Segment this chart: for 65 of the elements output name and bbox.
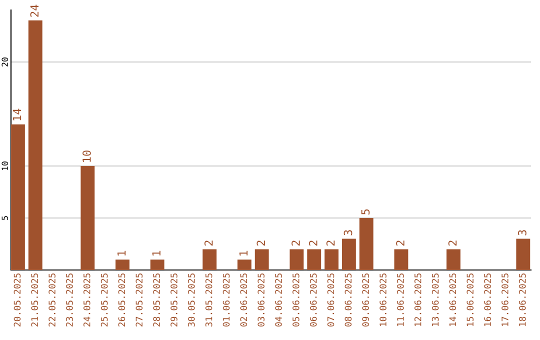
x-tick-label: 31.05.2025 — [205, 274, 212, 327]
x-tick-label: 26.05.2025 — [118, 274, 126, 326]
x-tick-label: 22.05.2025 — [48, 274, 56, 326]
x-tick-label: 27.05.2025 — [136, 274, 143, 326]
x-tick-label: 09.06.2025 — [362, 274, 370, 327]
x-tick-label: 16.06.2025 — [484, 274, 491, 326]
x-tick-label: 07.06.2025 — [327, 274, 334, 327]
x-tick-label: 28.05.2025 — [153, 274, 160, 326]
data-label: 14 — [12, 108, 22, 120]
bar — [150, 260, 164, 270]
x-tick-label: 01.06.2025 — [222, 274, 230, 327]
x-tick-label: 15.06.2025 — [466, 274, 474, 326]
bar — [342, 238, 356, 270]
x-tick-label: 11.06.2025 — [397, 274, 404, 326]
bar — [307, 249, 322, 270]
data-label: 5 — [361, 209, 370, 214]
x-tick-label: 18.06.2025 — [518, 274, 526, 326]
data-label: 2 — [256, 240, 265, 246]
x-tick-label: 24.05.2025 — [83, 274, 90, 326]
data-label: 24 — [30, 4, 38, 17]
bar — [28, 20, 42, 270]
x-tick-label: 08.06.2025 — [344, 274, 352, 327]
data-label: 3 — [518, 230, 526, 236]
x-tick-label: 30.05.2025 — [188, 274, 195, 327]
data-label: 2 — [292, 240, 300, 246]
data-label: 2 — [326, 240, 335, 246]
bar — [202, 249, 217, 270]
bar — [11, 124, 25, 270]
data-label: 2 — [308, 240, 318, 246]
data-label: 2 — [204, 240, 213, 246]
bar — [324, 249, 339, 270]
y-tick-label: 10 — [2, 162, 8, 170]
data-label: 1 — [117, 250, 126, 256]
x-tick-label: 23.05.2025 — [66, 274, 73, 326]
bar — [290, 249, 304, 270]
x-tick-label: 06.06.2025 — [310, 274, 317, 327]
data-label: 2 — [396, 240, 404, 246]
data-label: 2 — [448, 240, 457, 246]
x-tick-label: 03.06.2025 — [258, 274, 264, 327]
x-tick-label: 20.05.2025 — [14, 274, 21, 326]
x-tick-label: 13.06.2025 — [432, 274, 439, 326]
bar — [446, 249, 460, 270]
x-tick-label: 04.06.2025 — [275, 274, 282, 327]
data-label: 3 — [344, 230, 352, 236]
y-tick-label: 5 — [2, 216, 8, 220]
bar — [516, 238, 530, 270]
x-tick-label: 25.05.2025 — [100, 274, 108, 326]
x-tick-label: 17.06.2025 — [502, 274, 508, 326]
bar — [254, 249, 269, 270]
bar — [80, 166, 95, 270]
x-tick-label: 05.06.2025 — [292, 274, 300, 327]
x-tick-label: 10.06.2025 — [380, 274, 386, 326]
data-label: 10 — [82, 150, 91, 162]
bar — [394, 249, 408, 270]
y-tick-label: 20 — [2, 58, 8, 66]
data-label: 1 — [239, 250, 248, 256]
x-tick-label: 21.05.2025 — [31, 274, 38, 326]
bar — [359, 218, 374, 270]
x-tick-label: 14.06.2025 — [449, 274, 456, 326]
data-label: 1 — [152, 250, 160, 256]
bar — [116, 260, 130, 270]
bar — [237, 260, 252, 270]
x-tick-label: 02.06.2025 — [240, 274, 248, 327]
x-tick-label: 12.06.2025 — [414, 274, 422, 326]
x-tick-label: 29.05.2025 — [170, 274, 178, 326]
